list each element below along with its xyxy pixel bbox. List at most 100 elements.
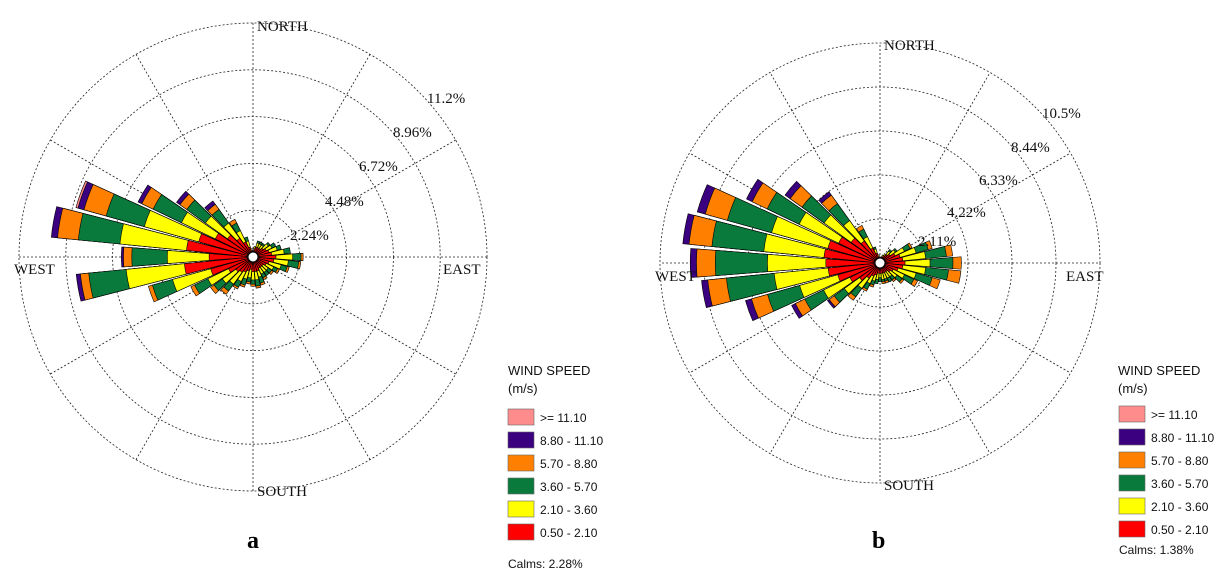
ring-label-a-3: 6.72% <box>359 159 398 175</box>
bar-segment-300-bin0 <box>214 232 254 258</box>
calms-a: Calms: 2.28% <box>508 557 583 571</box>
legend-swatch <box>507 408 535 426</box>
legend-label: 5.70 - 8.80 <box>540 457 598 471</box>
ring-label-a-1: 2.24% <box>290 228 329 244</box>
legend-label: 3.60 - 5.70 <box>540 480 598 494</box>
grid-spoke <box>252 256 456 375</box>
legend-a: >= 11.10 8.80 - 11.10 5.70 - 8.80 3.60 - 5.… <box>507 408 603 541</box>
panel-label-b: b <box>872 528 885 554</box>
sector-120 <box>879 262 919 287</box>
legend-swatch <box>1118 497 1146 515</box>
grid-spoke <box>252 139 456 258</box>
sector-170 <box>252 256 262 289</box>
ring-label-b-4: 8.44% <box>1011 140 1050 156</box>
bar-segment-280-bin0 <box>823 248 881 264</box>
sector-210 <box>232 256 254 290</box>
bar-segment-250-bin0 <box>837 262 881 282</box>
legend-label: 5.70 - 8.80 <box>1151 454 1209 468</box>
bar-segment-310-bin0 <box>227 234 254 258</box>
north-label-b: NORTH <box>884 38 935 54</box>
legend-swatch <box>1118 520 1146 538</box>
sector-250 <box>147 256 254 303</box>
legend-swatch <box>507 431 535 449</box>
sector-250 <box>745 262 881 322</box>
sector-210 <box>861 262 881 292</box>
ring-label-a-4: 8.96% <box>393 125 432 141</box>
wind-rose-panel-b: NORTH SOUTH EAST WEST 2.11% 4.22% 6.33% … <box>655 38 1214 557</box>
legend-unit-b: (m/s) <box>1118 381 1148 396</box>
bar-segment-290-bin0 <box>827 240 881 264</box>
sector-240 <box>190 256 254 297</box>
ring-label-a-5: 11.2% <box>427 91 465 107</box>
grid-spoke <box>879 72 991 264</box>
legend-label: >= 11.10 <box>1151 408 1198 422</box>
panel-label-a: a <box>247 528 259 554</box>
legend-swatch <box>507 454 535 472</box>
grid-ring <box>65 69 441 445</box>
west-label-a: WEST <box>14 262 55 278</box>
legend-swatch <box>507 500 535 518</box>
ring-label-b-2: 4.22% <box>947 205 986 221</box>
legend-swatch <box>1118 474 1146 492</box>
sector-120 <box>252 256 280 274</box>
ring-label-b-1: 2.11% <box>918 234 956 250</box>
sector-310 <box>176 190 254 258</box>
bar-segment-270-bin1 <box>767 254 881 272</box>
sector-90 <box>252 252 304 262</box>
north-label-a: NORTH <box>257 19 308 35</box>
grid-spoke <box>769 262 881 454</box>
legend-label: 3.60 - 5.70 <box>1151 477 1209 491</box>
grid-spoke <box>252 54 371 258</box>
sector-330 <box>228 218 254 258</box>
bar-segment-80-bin0 <box>879 256 904 264</box>
legend-label: 8.80 - 11.10 <box>540 434 603 448</box>
sector-180 <box>250 256 256 287</box>
sector-300 <box>137 184 254 258</box>
center-circle-b <box>874 257 886 269</box>
bar-segment-260-bin0 <box>827 262 881 277</box>
sector-280 <box>50 206 254 258</box>
bar-segment-270-bin0 <box>825 258 881 268</box>
bar-segment-280-bin0 <box>186 240 254 258</box>
legend-swatch <box>507 523 535 541</box>
sector-140 <box>879 262 897 283</box>
bar-segment-260-bin0 <box>184 256 254 275</box>
bar-segment-290-bin0 <box>198 233 254 258</box>
wind-bars-b <box>682 178 962 322</box>
legend-swatch <box>507 477 535 495</box>
ring-label-a-2: 4.48% <box>325 194 364 210</box>
bar-segment-250-bin0 <box>210 256 254 276</box>
south-label-a: SOUTH <box>257 484 307 500</box>
sector-230 <box>827 262 881 309</box>
east-label-b: EAST <box>1066 269 1104 285</box>
west-label-b: WEST <box>655 269 696 285</box>
legend-label: 0.50 - 2.10 <box>540 526 598 540</box>
ring-label-b-3: 6.33% <box>979 173 1018 189</box>
sector-330 <box>856 224 881 264</box>
sector-130 <box>879 262 905 284</box>
bar-segment-230-bin0 <box>859 262 881 281</box>
legend-swatch <box>1118 428 1146 446</box>
sector-60 <box>879 242 913 264</box>
legend-title-a: WIND SPEED <box>508 363 590 378</box>
sector-290 <box>696 184 881 264</box>
wind-rose-panel-a: NORTH SOUTH EAST WEST 2.24% 4.48% 6.72% … <box>14 19 603 571</box>
legend-title-b: WIND SPEED <box>1118 363 1200 378</box>
bar-segment-230-bin0 <box>235 256 254 273</box>
grid-spoke <box>879 152 1071 264</box>
legend-unit-a: (m/s) <box>508 381 538 396</box>
sector-180 <box>878 262 882 283</box>
legend-label: 8.80 - 11.10 <box>1151 431 1214 445</box>
south-label-b: SOUTH <box>884 478 934 494</box>
sector-260 <box>701 262 881 308</box>
sector-240 <box>791 262 881 319</box>
sector-130 <box>252 256 274 275</box>
ring-label-b-5: 10.5% <box>1042 106 1081 122</box>
bar-segment-240-bin0 <box>849 262 881 283</box>
sector-300 <box>746 178 881 264</box>
grid-spoke <box>50 256 254 375</box>
legend-b: >= 11.10 8.80 - 11.10 5.70 - 8.80 3.60 - 5.… <box>1118 405 1214 538</box>
legend-label: >= 11.10 <box>540 411 587 425</box>
center-circle-a <box>247 251 259 263</box>
